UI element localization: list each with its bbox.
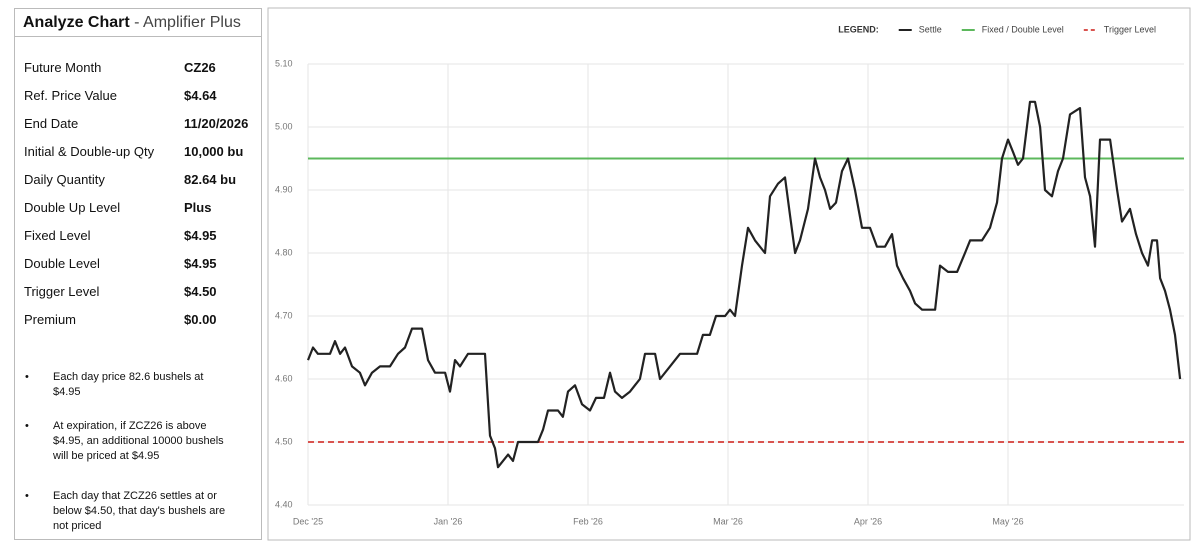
row-label: Double Level	[24, 256, 100, 271]
info-row: Double Level $4.95	[24, 256, 217, 271]
x-tick-label: Mar '26	[713, 516, 743, 526]
row-value: 82.64 bu	[184, 172, 237, 187]
row-label: Fixed Level	[24, 228, 91, 243]
row-value: 10,000 bu	[184, 144, 244, 159]
legend-label: Trigger Level	[1104, 24, 1156, 34]
row-label: Ref. Price Value	[24, 88, 117, 103]
row-label: Daily Quantity	[24, 172, 105, 187]
y-tick-label: 4.60	[275, 373, 293, 383]
x-tick-label: May '26	[992, 516, 1023, 526]
panel-title: Analyze Chart - Amplifier Plus	[15, 9, 261, 37]
grid: 4.40 4.50 4.60 4.70 4.80 4.90 5.00 5.10 Dec '25 J…	[275, 58, 1184, 526]
legend: LEGEND: Settle Fixed / Double Level Trigger…	[838, 24, 1156, 34]
info-row: Double Up Level Plus	[24, 200, 211, 215]
info-row: End Date 11/20/2026	[24, 116, 248, 131]
info-panel: Analyze Chart - Amplifier Plus Future Mo…	[14, 8, 262, 540]
row-label: Future Month	[24, 60, 102, 75]
row-label: Premium	[24, 312, 77, 327]
row-label: End Date	[24, 116, 79, 131]
info-row: Ref. Price Value $4.64	[24, 88, 217, 103]
info-row: Daily Quantity 82.64 bu	[24, 172, 236, 187]
y-tick-label: 4.70	[275, 310, 293, 320]
legend-label: Fixed / Double Level	[982, 24, 1064, 34]
row-value: 11/20/2026	[184, 116, 249, 131]
info-row: Fixed Level $4.95	[24, 228, 217, 243]
note: Each day price 82.6 bushels at $4.95	[25, 370, 233, 400]
info-row: Initial & Double-up Qty 10,000 bu	[24, 144, 243, 159]
plot	[306, 100, 1184, 469]
x-tick-label: Jan '26	[434, 516, 463, 526]
info-row: Trigger Level $4.50	[24, 284, 217, 299]
note: Each day that ZCZ26 settles at or below …	[25, 489, 233, 534]
y-tick-label: 4.50	[275, 436, 293, 446]
row-value: $0.00	[184, 312, 217, 327]
row-label: Double Up Level	[24, 200, 121, 215]
row-value: CZ26	[184, 60, 216, 75]
x-tick-label: Dec '25	[293, 516, 323, 526]
settle-line	[306, 100, 1182, 469]
x-tick-label: Apr '26	[854, 516, 882, 526]
row-label: Initial & Double-up Qty	[24, 144, 155, 159]
legend-label: Settle	[919, 24, 942, 34]
y-tick-label: 4.40	[275, 499, 293, 509]
row-value: $4.64	[184, 88, 217, 103]
row-value: $4.95	[184, 256, 217, 271]
row-value: Plus	[184, 200, 212, 215]
y-tick-label: 4.90	[275, 184, 293, 194]
y-tick-label: 5.10	[275, 58, 293, 68]
info-row: Premium $0.00	[24, 312, 217, 327]
legend-title: LEGEND:	[838, 24, 879, 34]
subtitle: - Amplifier Plus	[134, 14, 241, 31]
row-value: $4.95	[184, 228, 217, 243]
note: At expiration, if ZCZ26 is above $4.95, …	[25, 419, 233, 464]
row-label: Trigger Level	[24, 284, 100, 299]
y-tick-label: 5.00	[275, 121, 293, 131]
row-value: $4.50	[184, 284, 217, 299]
y-tick-label: 4.80	[275, 247, 293, 257]
chart-frame	[267, 7, 1191, 541]
title: Analyze Chart	[23, 14, 130, 31]
info-row: Future Month CZ26	[24, 60, 216, 75]
x-tick-label: Feb '26	[573, 516, 603, 526]
